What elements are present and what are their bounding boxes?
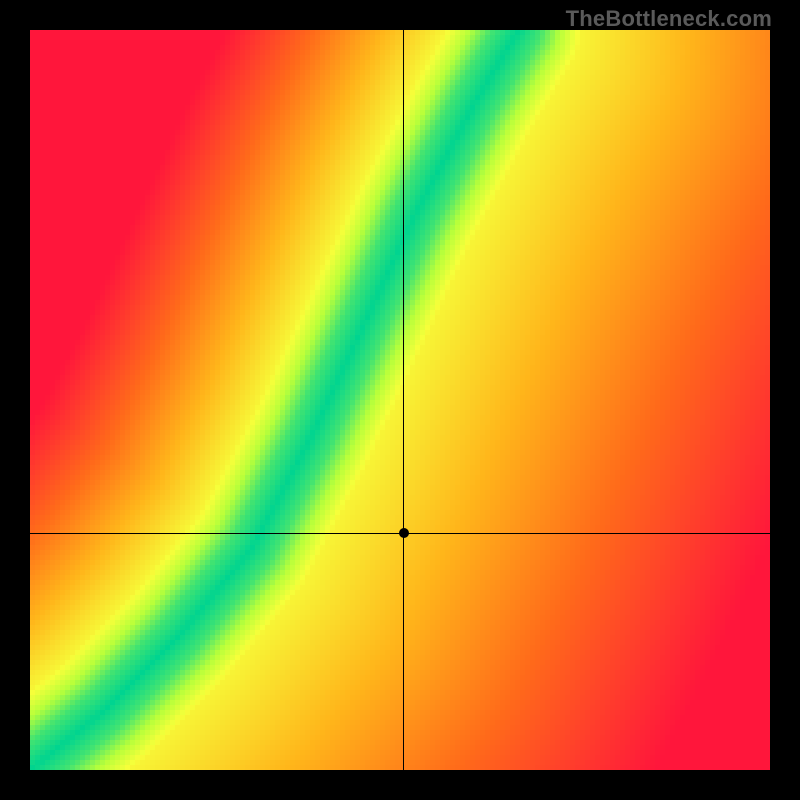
crosshair-vertical <box>403 30 404 770</box>
bottleneck-heatmap <box>30 30 770 770</box>
watermark-text: TheBottleneck.com <box>566 6 772 32</box>
crosshair-marker <box>399 528 409 538</box>
chart-container: TheBottleneck.com <box>0 0 800 800</box>
